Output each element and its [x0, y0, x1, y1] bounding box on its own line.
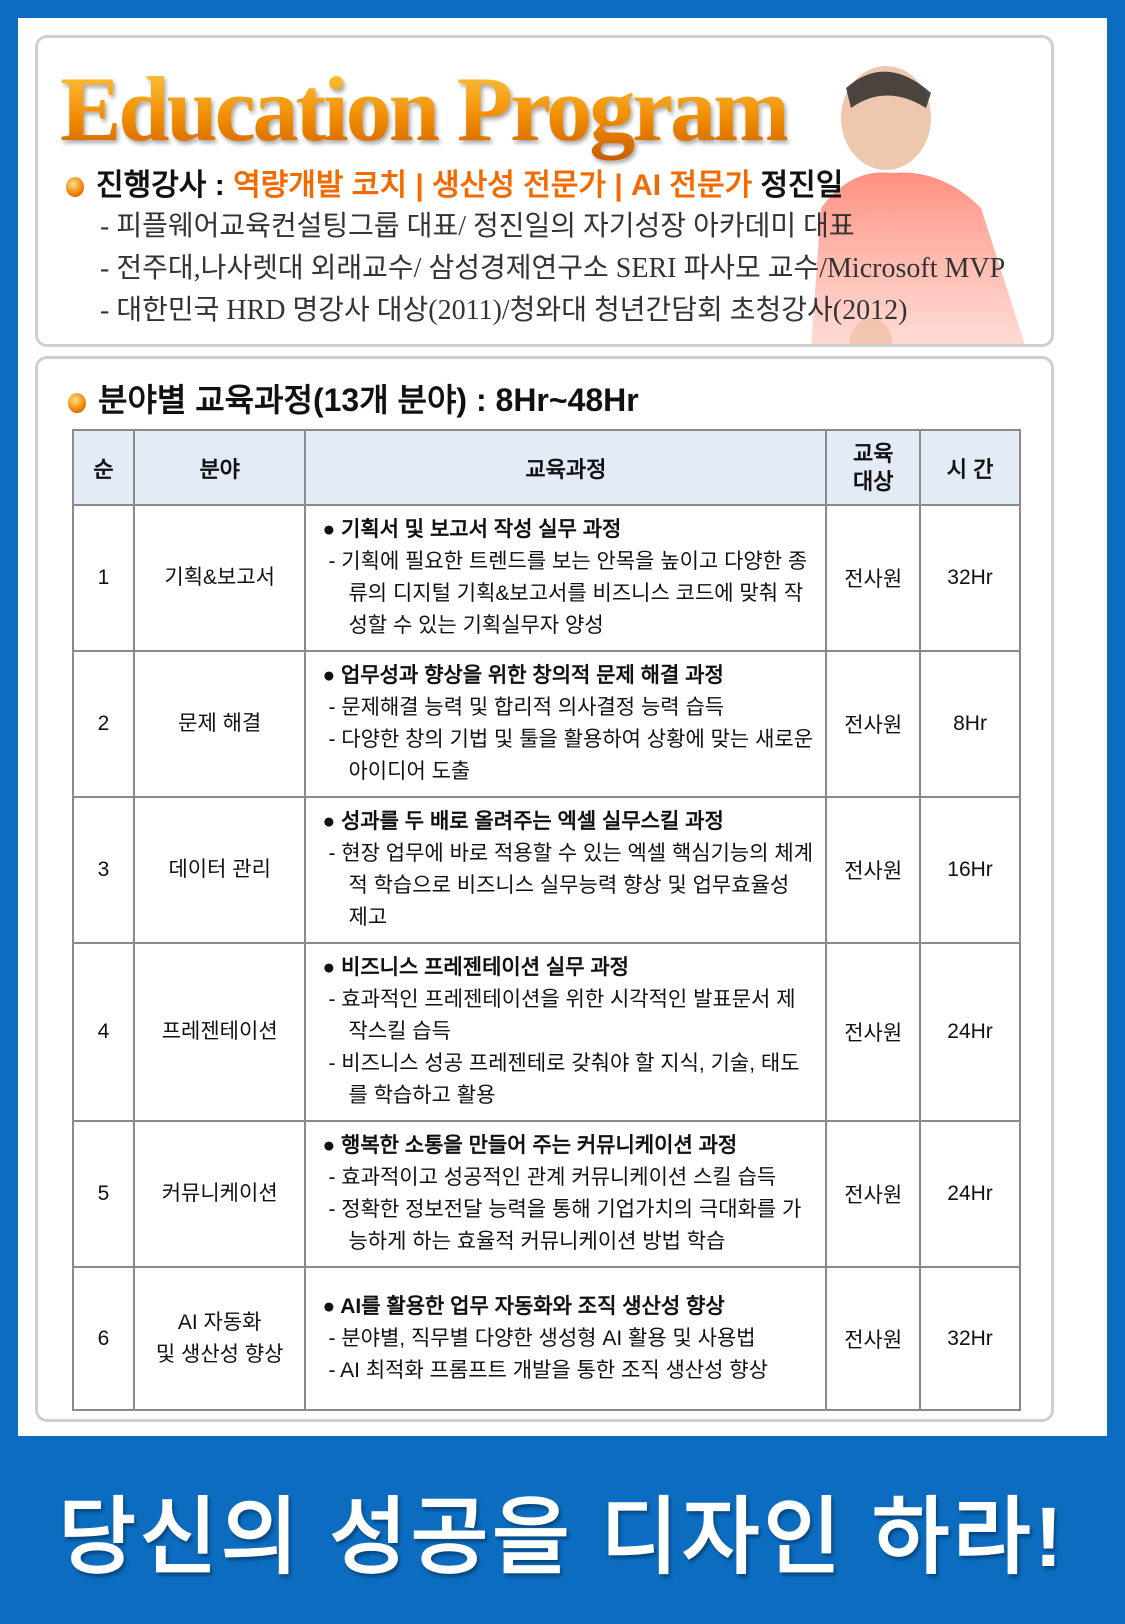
row-hours: 24Hr	[919, 942, 1021, 1122]
section-title: 분야별 교육과정(13개 분야) : 8Hr~48Hr	[68, 375, 639, 421]
instructor-photo	[811, 66, 1025, 344]
row-target: 전사원	[825, 1266, 922, 1411]
curriculum-table: 순 분야 교육과정 교육 대상 시 간 1 기획&보고서 ● 기획서 및 보고서 작…	[72, 429, 1021, 1411]
row-number: 6	[72, 1266, 135, 1411]
course-description: - 효과적인 프레젠테이션을 위한 시각적인 발표문서 제작스킬 습득	[328, 988, 796, 1043]
row-hours: 24Hr	[919, 1120, 1021, 1268]
row-field: 문제 해결	[132, 650, 307, 798]
table-row: 6 AI 자동화 및 생산성 향상 ● AI를 활용한 업무 자동화와 조직 생산성…	[72, 1266, 1021, 1411]
bio-line: - 대한민국 HRD 명강사 대상(2011)/청와대 청년간담회 초청강사(2…	[100, 295, 908, 326]
orange-bullet-icon	[68, 392, 86, 413]
course-description: - 현장 업무에 바로 적용할 수 있는 엑셀 핵심기능의 체계적 학습으로 비…	[328, 842, 814, 929]
row-hours: 32Hr	[919, 1266, 1021, 1411]
course-title: ● 행복한 소통을 만들어 주는 커뮤니케이션 과정	[322, 1134, 738, 1157]
instructor-line: 진행강사 : 역량개발 코치 | 생산성 전문가 | AI 전문가 정진일	[66, 160, 843, 204]
course-description: - 다양한 창의 기법 및 툴을 활용하여 상황에 맞는 새로운 아이디어 도출	[328, 728, 814, 783]
header-course: 교육과정	[304, 429, 828, 506]
orange-bullet-icon	[66, 177, 84, 198]
course-description: - 비즈니스 성공 프레젠테로 갖춰야 할 지식, 기술, 태도를 학습하고 활…	[328, 1052, 800, 1107]
course-description: - 기획에 필요한 트렌드를 보는 안목을 높이고 다양한 종류의 디지털 기획…	[328, 550, 808, 637]
row-field: 커뮤니케이션	[132, 1120, 307, 1268]
row-field: 데이터 관리	[132, 796, 307, 944]
table-row: 4 프레젠테이션 ● 비즈니스 프레젠테이션 실무 과정 - 효과적인 프레젠테이션을…	[72, 942, 1021, 1122]
row-target: 전사원	[825, 650, 922, 798]
course-description: - 분야별, 직무별 다양한 생성형 AI 활용 및 사용법	[328, 1326, 756, 1350]
header-no: 순	[72, 429, 135, 506]
row-number: 3	[72, 796, 135, 944]
slogan-banner: 당신의 성공을 디자인 하라!	[58, 1490, 1067, 1584]
row-number: 5	[72, 1120, 135, 1268]
row-target: 전사원	[825, 796, 922, 944]
course-title: ● AI를 활용한 업무 자동화와 조직 생산성 향상	[322, 1294, 725, 1318]
row-course: ● 성과를 두 배로 올려주는 엑셀 실무스킬 과정 - 현장 업무에 바로 적용…	[304, 796, 828, 944]
row-hours: 32Hr	[919, 504, 1021, 652]
bio-line: - 피플웨어교육컨설팅그룹 대표/ 정진일의 자기성장 아카데미 대표	[100, 211, 855, 242]
instructor-panel: Education Program 진행강사 : 역량개발 코치 | 생산성 전…	[35, 35, 1054, 347]
course-title: ● 업무성과 향상을 위한 창의적 문제 해결 과정	[322, 664, 724, 687]
row-course: ● AI를 활용한 업무 자동화와 조직 생산성 향상 - 분야별, 직무별 다양…	[304, 1266, 828, 1411]
row-hours: 8Hr	[919, 650, 1021, 798]
instructor-name: 정진일	[752, 169, 844, 202]
course-description: - AI 최적화 프롬프트 개발을 통한 조직 생산성 향상	[328, 1358, 768, 1382]
table-row: 5 커뮤니케이션 ● 행복한 소통을 만들어 주는 커뮤니케이션 과정 - 효과적이고…	[72, 1120, 1021, 1268]
course-description: - 효과적이고 성공적인 관계 커뮤니케이션 스킬 습득	[328, 1166, 777, 1189]
header-target: 교육 대상	[825, 429, 922, 506]
row-course: ● 업무성과 향상을 위한 창의적 문제 해결 과정 - 문제해결 능력 및 합리…	[304, 650, 828, 798]
course-title: ● 비즈니스 프레젠테이션 실무 과정	[322, 956, 629, 979]
program-title: Education Program	[60, 58, 790, 160]
row-target: 전사원	[825, 504, 922, 652]
table-row: 2 문제 해결 ● 업무성과 향상을 위한 창의적 문제 해결 과정 - 문제해결 능…	[72, 650, 1021, 798]
poster: Education Program 진행강사 : 역량개발 코치 | 생산성 전…	[18, 18, 1107, 1436]
row-course: ● 기획서 및 보고서 작성 실무 과정 - 기획에 필요한 트렌드를 보는 안목…	[304, 504, 828, 652]
row-number: 4	[72, 942, 135, 1122]
curriculum-panel: 분야별 교육과정(13개 분야) : 8Hr~48Hr 순 분야 교육과정 교육…	[35, 356, 1054, 1422]
row-target: 전사원	[825, 1120, 922, 1268]
row-number: 2	[72, 650, 135, 798]
row-target: 전사원	[825, 942, 922, 1122]
instructor-roles: 역량개발 코치 | 생산성 전문가 | AI 전문가	[233, 169, 753, 202]
bio-line: - 전주대,나사렛대 외래교수/ 삼성경제연구소 SERI 파사모 교수/Mic…	[100, 253, 1006, 284]
header-hours: 시 간	[919, 429, 1021, 506]
row-hours: 16Hr	[919, 796, 1021, 944]
row-number: 1	[72, 504, 135, 652]
table-header-row: 순 분야 교육과정 교육 대상 시 간	[72, 429, 1021, 506]
course-description: - 문제해결 능력 및 합리적 의사결정 능력 습득	[328, 696, 725, 719]
table-row: 1 기획&보고서 ● 기획서 및 보고서 작성 실무 과정 - 기획에 필요한 트렌드…	[72, 504, 1021, 652]
course-title: ● 성과를 두 배로 올려주는 엑셀 실무스킬 과정	[322, 810, 724, 833]
course-description: - 정확한 정보전달 능력을 통해 기업가치의 극대화를 가능하게 하는 효율적…	[328, 1198, 802, 1253]
table-row: 3 데이터 관리 ● 성과를 두 배로 올려주는 엑셀 실무스킬 과정 - 현장 업무…	[72, 796, 1021, 944]
header-field: 분야	[132, 429, 307, 506]
row-field: AI 자동화 및 생산성 향상	[132, 1266, 307, 1411]
course-title: ● 기획서 및 보고서 작성 실무 과정	[322, 518, 622, 541]
row-field: 프레젠테이션	[132, 942, 307, 1122]
row-field: 기획&보고서	[132, 504, 307, 652]
row-course: ● 행복한 소통을 만들어 주는 커뮤니케이션 과정 - 효과적이고 성공적인 관…	[304, 1120, 828, 1268]
row-course: ● 비즈니스 프레젠테이션 실무 과정 - 효과적인 프레젠테이션을 위한 시각적…	[304, 942, 828, 1122]
